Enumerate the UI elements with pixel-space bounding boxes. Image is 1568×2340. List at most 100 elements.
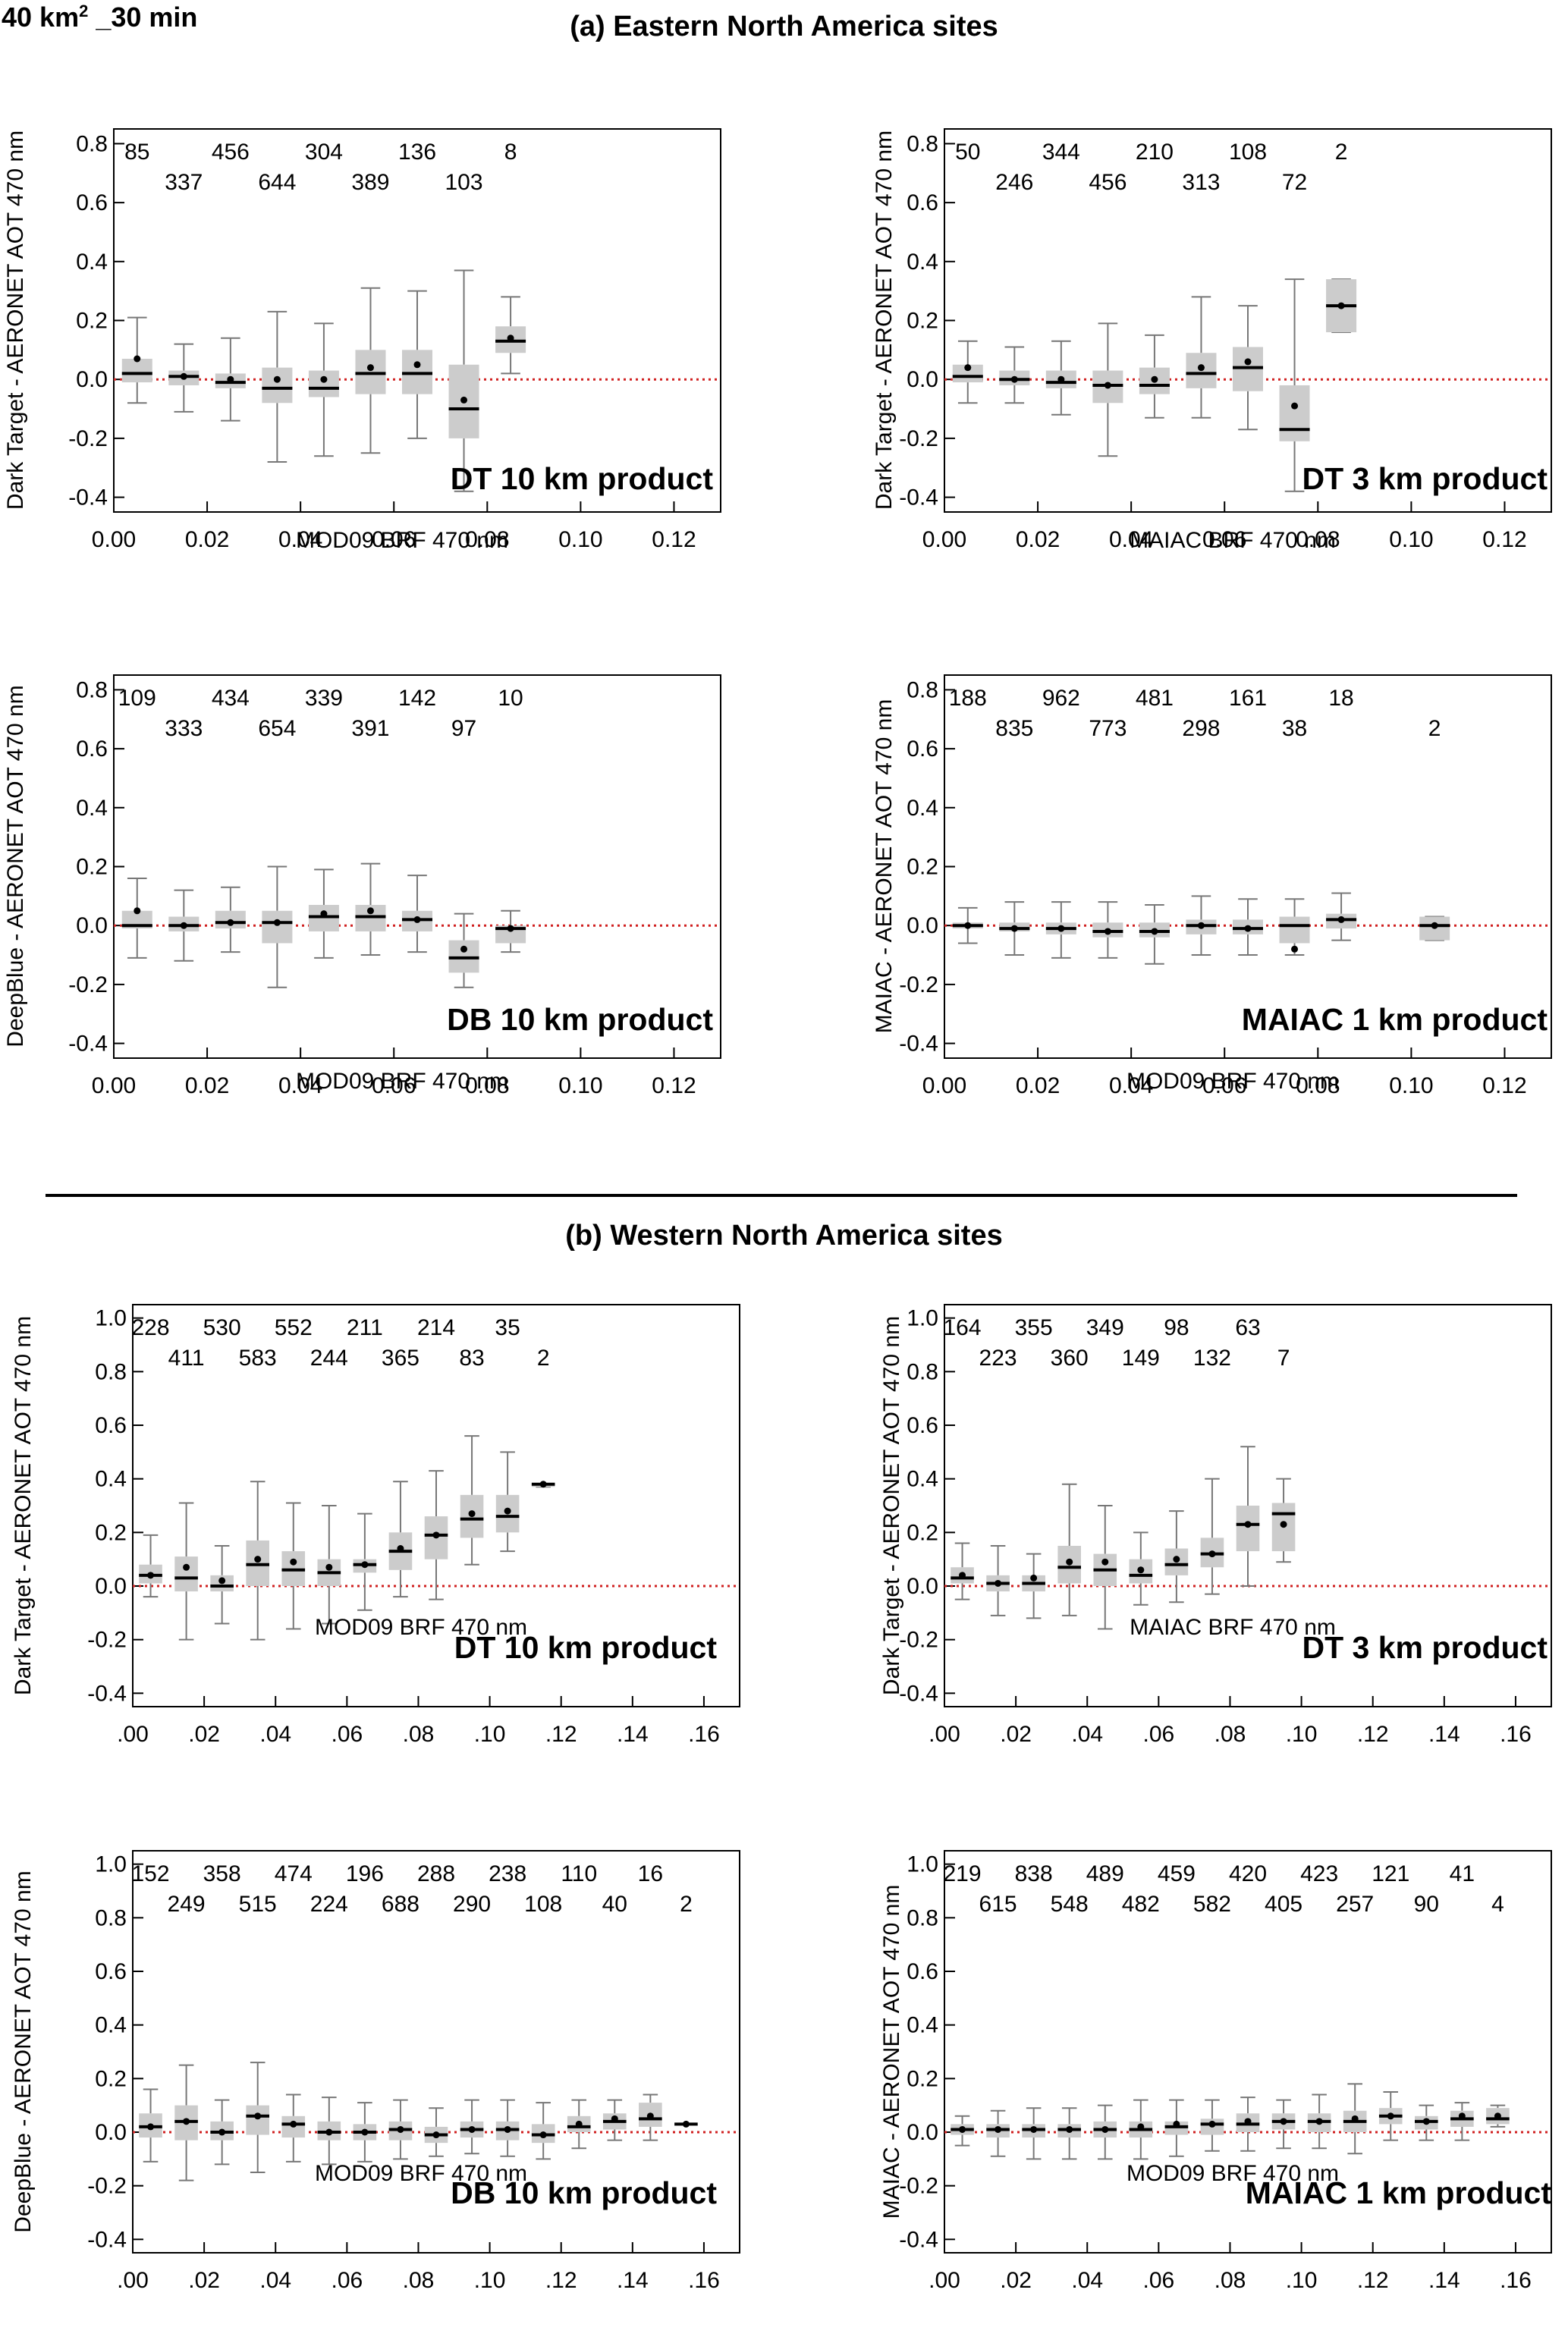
sample-count-label: 290	[453, 1892, 491, 1917]
sample-count-label: 40	[602, 1892, 627, 1917]
sample-count-label: 313	[1182, 170, 1220, 195]
box-10: 405	[1265, 1892, 1302, 2150]
section-a-title: (a) Eastern North America sites	[570, 11, 998, 42]
y-tick-label: -0.2	[899, 2174, 938, 2199]
box-16: 4	[1486, 1892, 1510, 2128]
x-tick-label: .08	[403, 2268, 435, 2293]
mean-marker	[1494, 2112, 1501, 2120]
mean-marker	[218, 2128, 226, 2136]
box-13: 110	[561, 1861, 597, 2150]
y-tick-label: -0.2	[899, 1628, 938, 1653]
y-tick-label: -0.2	[68, 426, 108, 451]
box-6: 482	[1122, 1892, 1160, 2160]
box-3: 530	[203, 1315, 241, 1625]
box-12: 2	[531, 1346, 555, 1488]
mean-marker	[1280, 2118, 1287, 2125]
box-7: 161	[1229, 686, 1267, 956]
box-1: 85	[121, 140, 152, 404]
mean-marker	[1387, 2112, 1394, 2120]
mean-marker	[1197, 364, 1205, 372]
sample-count-label: 339	[305, 686, 343, 711]
sample-count-label: 530	[203, 1315, 241, 1340]
y-tick-label: -0.2	[68, 972, 108, 997]
sample-count-label: 365	[382, 1346, 419, 1371]
mean-marker	[1151, 928, 1158, 935]
x-tick-label: .14	[1428, 1722, 1460, 1747]
sample-count-label: 411	[168, 1346, 205, 1371]
y-axis-label: DeepBlue - AERONET AOT 470 nm	[3, 685, 28, 1047]
mean-marker	[1104, 382, 1111, 389]
mean-marker	[460, 396, 468, 404]
y-tick-label: 0.6	[76, 737, 108, 762]
y-tick-label: 0.8	[95, 1359, 127, 1384]
sample-count-label: 41	[1450, 1861, 1475, 1886]
mean-marker	[1337, 916, 1345, 923]
product-label: DB 10 km product	[447, 1002, 713, 1037]
mean-marker	[290, 2120, 297, 2128]
box-7: 98	[1164, 1315, 1189, 1603]
y-tick-label: -0.4	[87, 2227, 127, 2252]
plot-frame	[944, 674, 1552, 1059]
mean-marker	[432, 1531, 440, 1539]
mean-marker	[1101, 2125, 1109, 2133]
y-tick-label: -0.4	[899, 2227, 938, 2252]
box-5: 304	[305, 140, 343, 457]
y-tick-label: -0.4	[899, 1032, 938, 1057]
sample-count-label: 142	[398, 686, 436, 711]
y-tick-label: 0.0	[76, 367, 108, 392]
iqr-box	[246, 2105, 269, 2135]
corner-label-superscript: 2	[79, 2, 89, 20]
sample-count-label: 288	[417, 1861, 455, 1886]
mean-marker	[254, 1556, 262, 1563]
box-1: 164	[943, 1315, 982, 1600]
sample-count-label: 10	[498, 686, 523, 711]
box-8: 38	[1279, 716, 1310, 956]
x-tick-label: 0.06	[1202, 1073, 1246, 1098]
y-tick-label: 0.4	[907, 1467, 938, 1492]
x-tick-label: 0.12	[652, 1073, 696, 1098]
mean-marker	[1151, 375, 1158, 383]
y-tick-label: 0.8	[907, 1359, 938, 1384]
x-tick-label: .10	[474, 1722, 506, 1747]
y-tick-label: 0.6	[95, 1413, 127, 1438]
box-5: 489	[1086, 1861, 1124, 2160]
box-4: 654	[258, 716, 296, 988]
mean-marker	[1458, 2112, 1466, 2120]
sample-count-label: 35	[495, 1315, 520, 1340]
plot-frame	[944, 1304, 1552, 1707]
sample-count-label: 83	[459, 1346, 484, 1371]
box-10: 290	[453, 1892, 491, 2155]
sample-count-label: 355	[1015, 1315, 1053, 1340]
box-2: 411	[168, 1346, 205, 1641]
box-8: 72	[1279, 170, 1310, 492]
x-axis-label: MAIAC BRF 470 nm	[1130, 1615, 1336, 1640]
box-5: 210	[1136, 140, 1174, 419]
box-8: 582	[1193, 1892, 1231, 2152]
mean-marker	[964, 364, 972, 372]
y-tick-label: 0.4	[907, 2013, 938, 2038]
box-8: 103	[445, 170, 483, 492]
x-tick-label: .04	[1071, 2268, 1103, 2293]
sample-count-label: 481	[1136, 686, 1174, 711]
sample-count-label: 552	[275, 1315, 313, 1340]
mean-marker	[468, 2125, 476, 2133]
chart-panel-6: -0.4 -0.2 0.0 0.2 0.4 0.6 0.8 1.0 .00 .02 .04 .06 .0…	[879, 1304, 1552, 1747]
sample-count-label: 196	[346, 1861, 384, 1886]
y-tick-label: 0.8	[95, 1905, 127, 1930]
mean-marker	[1208, 2120, 1216, 2128]
x-tick-label: 0.00	[922, 1073, 966, 1098]
mean-marker	[361, 2128, 369, 2136]
y-tick-label: 0.6	[907, 190, 938, 215]
x-tick-label: 0.08	[465, 1073, 509, 1098]
mean-marker	[959, 2125, 966, 2133]
box-15: 41	[1450, 1861, 1475, 2141]
x-tick-label: 0.06	[1202, 527, 1246, 552]
box-9: 420	[1229, 1861, 1267, 2152]
y-tick-label: 0.2	[95, 2066, 127, 2091]
sample-count-label: 688	[382, 1892, 419, 1917]
x-tick-label: .08	[1214, 2268, 1246, 2293]
x-tick-label: 0.04	[1109, 1073, 1153, 1098]
x-tick-label: 0.06	[372, 527, 416, 552]
sample-count-label: 358	[203, 1861, 241, 1886]
y-tick-label: 0.2	[76, 855, 108, 880]
